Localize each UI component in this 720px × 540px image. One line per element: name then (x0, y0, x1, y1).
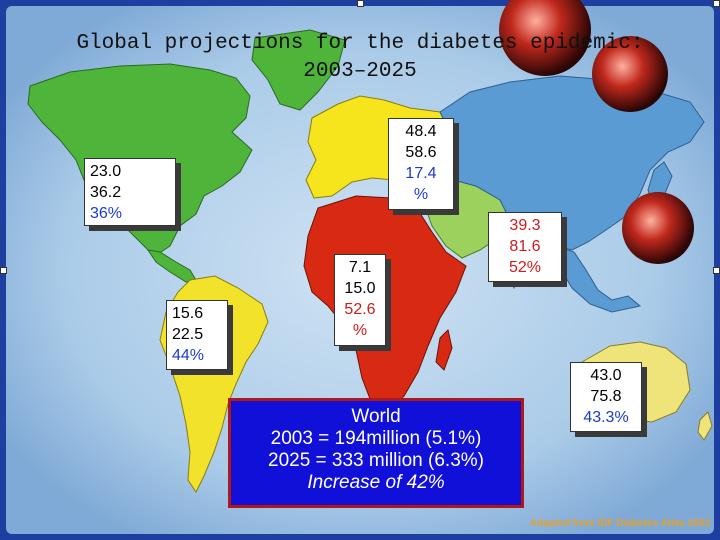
world-2025: 2025 = 333 million (6.3%) (268, 450, 484, 471)
africa-increase-unit: % (352, 322, 368, 339)
world-2003: 2003 = 194million (5.1%) (270, 428, 482, 449)
decorative-orb-right (622, 192, 694, 264)
decorative-orb-top (499, 0, 591, 76)
africa-2025: 15.0 (344, 280, 376, 297)
middle-east-label: 39.3 81.6 52% (488, 212, 562, 282)
frame-handle-corner (713, 0, 720, 7)
frame-handle-top (357, 0, 364, 7)
asia-pacific-label: 43.0 75.8 43.3% (570, 362, 642, 432)
africa-2003: 7.1 (348, 259, 372, 276)
north-america-increase: 36% (90, 205, 123, 222)
south-america-label: 15.6 22.5 44% (166, 300, 228, 370)
world-increase: Increase of 42% (307, 472, 445, 493)
world-summary-box: World 2003 = 194million (5.1%) 2025 = 33… (228, 398, 524, 508)
madagascar-region (435, 329, 453, 371)
europe-2003: 48.4 (405, 123, 437, 140)
south-america-increase: 44% (172, 347, 205, 364)
world-heading: World (351, 406, 401, 427)
middle-east-2025: 81.6 (509, 238, 541, 255)
asia-pacific-2025: 75.8 (590, 388, 622, 405)
europe-label: 48.4 58.6 17.4 % (388, 118, 454, 210)
south-america-2025: 22.5 (172, 326, 204, 343)
title-line-1: Global projections for the diabetes epid… (76, 32, 644, 55)
africa-label: 7.1 15.0 52.6 % (334, 254, 386, 346)
decorative-orb-mid (592, 36, 668, 112)
south-america-2003: 15.6 (172, 305, 204, 322)
africa-increase: 52.6 (344, 301, 376, 318)
frame-handle-right (713, 267, 720, 274)
greenland-region (251, 29, 346, 111)
asia-pacific-increase: 43.3% (583, 409, 629, 426)
asia-pacific-2003: 43.0 (590, 367, 622, 384)
southeast-asia-region (555, 245, 642, 313)
source-credit: Adapted from IDF Diabetes Atlas 2003 (529, 518, 710, 529)
europe-2025: 58.6 (405, 144, 437, 161)
middle-east-increase: 52% (508, 259, 542, 276)
europe-increase-unit: % (413, 186, 429, 203)
middle-east-2003: 39.3 (509, 217, 541, 234)
frame-handle-left (0, 267, 7, 274)
north-america-2003: 23.0 (90, 163, 122, 180)
new-zealand-region (697, 411, 713, 441)
north-america-label: 23.0 36.2 36% (84, 158, 176, 226)
europe-increase: 17.4 (405, 165, 437, 182)
north-america-2025: 36.2 (90, 184, 122, 201)
title-line-2: 2003–2025 (303, 60, 417, 83)
